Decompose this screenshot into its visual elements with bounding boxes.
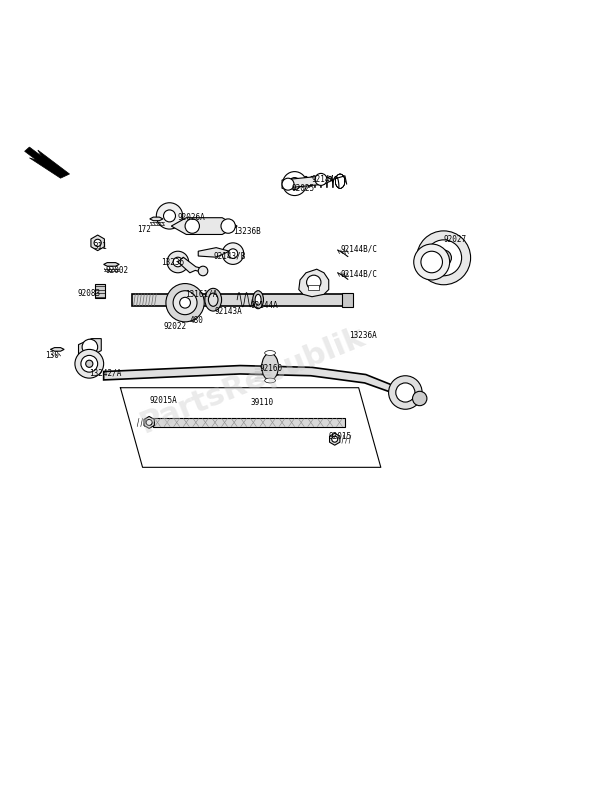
Ellipse shape	[265, 351, 275, 356]
Circle shape	[179, 298, 190, 308]
Circle shape	[221, 219, 235, 233]
Polygon shape	[50, 348, 64, 351]
Text: 13242/A: 13242/A	[89, 368, 122, 378]
Polygon shape	[91, 235, 104, 250]
Circle shape	[389, 376, 422, 409]
Polygon shape	[198, 247, 229, 257]
Text: 92143A: 92143A	[215, 307, 243, 316]
Bar	[308, 285, 319, 290]
Text: 480: 480	[190, 316, 204, 325]
Ellipse shape	[205, 288, 221, 311]
Bar	[133, 294, 348, 305]
Circle shape	[173, 257, 182, 267]
Circle shape	[167, 251, 188, 272]
Text: 92083: 92083	[77, 289, 100, 298]
Text: 92144: 92144	[312, 176, 335, 184]
Text: 13236: 13236	[161, 257, 184, 266]
Text: 92144B/C: 92144B/C	[341, 269, 378, 279]
Polygon shape	[144, 417, 154, 429]
Bar	[95, 283, 105, 298]
Circle shape	[173, 290, 197, 315]
Text: 92144B/C: 92144B/C	[341, 244, 378, 254]
Polygon shape	[104, 366, 408, 396]
Circle shape	[185, 219, 199, 233]
Text: 92002: 92002	[106, 266, 128, 276]
Text: 92015: 92015	[329, 432, 352, 440]
Polygon shape	[150, 217, 163, 221]
Polygon shape	[25, 147, 70, 178]
Circle shape	[86, 360, 93, 367]
Circle shape	[332, 436, 338, 442]
Bar	[154, 418, 345, 426]
Circle shape	[315, 173, 327, 185]
Text: 130: 130	[46, 351, 59, 360]
Ellipse shape	[253, 290, 263, 309]
Polygon shape	[178, 257, 205, 272]
Text: 92022: 92022	[164, 322, 187, 331]
Text: 172: 172	[137, 225, 151, 234]
Text: 92015A: 92015A	[149, 396, 177, 405]
Polygon shape	[329, 433, 340, 445]
Circle shape	[282, 178, 294, 190]
Circle shape	[164, 210, 175, 222]
Ellipse shape	[262, 353, 278, 380]
Circle shape	[166, 283, 204, 322]
Circle shape	[307, 276, 321, 290]
Circle shape	[222, 243, 244, 265]
Circle shape	[198, 266, 208, 276]
Text: 39110: 39110	[251, 397, 274, 407]
Ellipse shape	[208, 293, 218, 306]
Text: 311: 311	[94, 242, 107, 251]
Circle shape	[396, 383, 415, 402]
Circle shape	[146, 419, 152, 425]
Text: 92144A: 92144A	[251, 301, 278, 309]
Text: 92026A: 92026A	[177, 213, 205, 221]
Circle shape	[81, 356, 98, 372]
Circle shape	[228, 249, 238, 258]
Circle shape	[436, 250, 451, 265]
Circle shape	[94, 239, 101, 246]
Polygon shape	[104, 263, 119, 266]
Text: 92143/B: 92143/B	[214, 251, 246, 261]
Circle shape	[413, 391, 427, 406]
Circle shape	[289, 177, 301, 189]
Polygon shape	[282, 176, 333, 188]
Text: 13236A: 13236A	[349, 330, 377, 340]
Circle shape	[417, 231, 470, 285]
Circle shape	[414, 244, 449, 280]
Bar	[342, 293, 353, 307]
Text: PartsRepublik: PartsRepublik	[136, 322, 369, 439]
Polygon shape	[79, 338, 101, 356]
Circle shape	[82, 339, 98, 355]
Text: 92027: 92027	[443, 236, 467, 244]
Text: 13236B: 13236B	[233, 227, 261, 236]
Circle shape	[283, 172, 307, 195]
Circle shape	[157, 203, 182, 229]
Ellipse shape	[265, 378, 275, 383]
Text: 13161/A: 13161/A	[185, 289, 217, 298]
Circle shape	[75, 349, 104, 378]
Circle shape	[426, 240, 461, 276]
Text: 92025: 92025	[292, 184, 315, 193]
Ellipse shape	[255, 294, 261, 305]
Polygon shape	[171, 217, 237, 235]
Text: 92160: 92160	[259, 364, 283, 373]
Circle shape	[421, 251, 442, 272]
Polygon shape	[299, 269, 329, 297]
